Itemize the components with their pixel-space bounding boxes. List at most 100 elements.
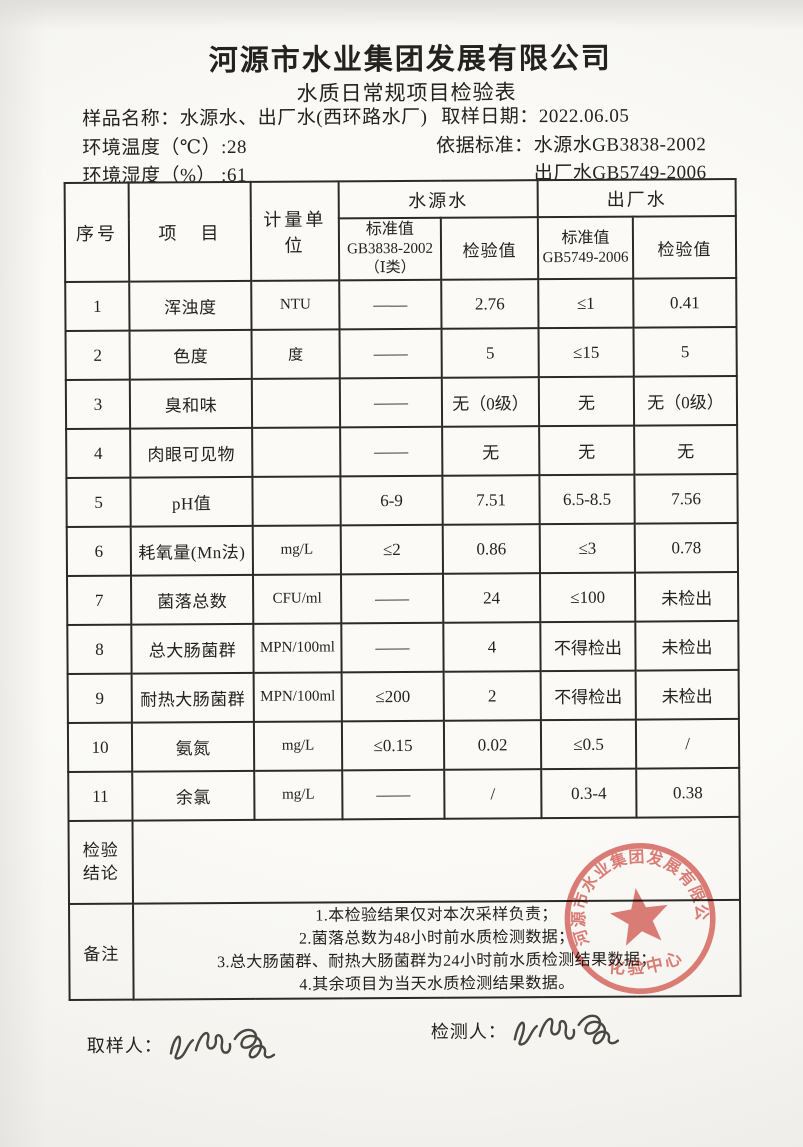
sampling-date-label: 取样日期： xyxy=(441,106,539,128)
cell-source-standard: —— xyxy=(341,622,444,673)
table-row: 5 pH值 6-9 7.51 6.5-8.5 7.56 xyxy=(66,473,738,528)
cell-factory-standard: 不得检出 xyxy=(540,621,636,672)
remarks-label: 备注 xyxy=(69,903,134,1001)
cell-source-value: 24 xyxy=(443,573,541,623)
header-factory-standard: 标准值 GB5749-2006 xyxy=(537,216,634,280)
cell-factory-standard: ≤3 xyxy=(539,523,635,574)
conclusion-label: 检验 结论 xyxy=(68,820,134,905)
sampler-signature xyxy=(169,1028,276,1060)
env-temp: 环境温度（℃）:28 xyxy=(82,136,248,159)
cell-row-number: 2 xyxy=(65,330,130,381)
factory-standard-code: GB5749-2006 xyxy=(542,249,629,266)
cell-unit: NTU xyxy=(251,280,340,330)
table-row: 9 耐热大肠菌群 MPN/100ml ≤200 2 不得检出 未检出 xyxy=(67,669,739,724)
company-seal: 河源市水业集团发展有限公司 化验中心 xyxy=(541,820,716,995)
cell-factory-value: / xyxy=(635,718,740,769)
conclusion-label-line2: 结论 xyxy=(82,863,119,883)
cell-item-name: 臭和味 xyxy=(129,378,253,429)
cell-factory-value: 无 xyxy=(634,424,738,475)
cell-source-value: 4 xyxy=(443,622,541,672)
factory-standard-label: 标准值 xyxy=(561,229,610,247)
table-row: 4 肉眼可见物 —— 无 无 无 xyxy=(66,424,738,479)
cell-factory-standard: 0.3-4 xyxy=(541,768,637,819)
cell-factory-value: 无（0级） xyxy=(633,375,738,426)
cell-factory-standard: ≤100 xyxy=(540,572,636,623)
table-row: 2 色度 度 —— 5 ≤15 5 xyxy=(65,326,737,381)
header-no: 序号 xyxy=(64,182,130,283)
results-body: 1 浑浊度 NTU —— 2.76 ≤1 0.41 2 色度 度 —— 5 ≤1… xyxy=(65,277,740,822)
cell-row-number: 9 xyxy=(67,673,132,724)
header-item: 项 目 xyxy=(128,181,252,282)
cell-row-number: 11 xyxy=(68,771,133,822)
sampler-signature-block: 取样人： xyxy=(87,1028,283,1078)
table-row: 10 氨氮 mg/L ≤0.15 0.02 ≤0.5 / xyxy=(67,718,740,773)
cell-factory-value: 未检出 xyxy=(635,620,739,671)
cell-source-standard: —— xyxy=(339,377,443,428)
cell-item-name: 耐热大肠菌群 xyxy=(131,672,254,723)
cell-row-number: 3 xyxy=(65,379,131,430)
source-standard-code: GB3838-2002 xyxy=(347,241,433,258)
source-standard-class: （Ⅰ类） xyxy=(364,259,416,277)
table-row: 8 总大肠菌群 MPN/100ml —— 4 不得检出 未检出 xyxy=(67,620,739,675)
cell-source-standard: —— xyxy=(339,328,442,379)
cell-factory-value: 0.38 xyxy=(636,767,740,818)
table-row: 1 浑浊度 NTU —— 2.76 ≤1 0.41 xyxy=(65,277,737,332)
inspector-signature-block: 检测人： xyxy=(431,1014,627,1064)
cell-factory-standard: ≤15 xyxy=(538,327,634,378)
cell-source-value: 7.51 xyxy=(442,475,540,525)
cell-item-name: 氨氮 xyxy=(131,721,255,772)
cell-factory-standard: 不得检出 xyxy=(540,670,636,721)
cell-source-value: 2 xyxy=(443,671,541,721)
header-unit: 计量单位 xyxy=(250,181,340,281)
sample-info-line: 样品名称：水源水、出厂水(西环路水厂) 取样日期：2022.06.05 xyxy=(82,101,629,131)
cell-unit: mg/L xyxy=(254,770,343,820)
cell-factory-value: 7.56 xyxy=(634,473,738,524)
cell-unit: MPN/100ml xyxy=(253,672,342,722)
cell-item-name: 色度 xyxy=(129,329,252,380)
standard-source: 依据标准：水源水GB3838-2002 xyxy=(436,129,706,158)
table-row: 6 耗氧量(Mn法) mg/L ≤2 0.86 ≤3 0.78 xyxy=(66,522,738,577)
cell-row-number: 10 xyxy=(67,722,133,773)
cell-item-name: 总大肠菌群 xyxy=(131,623,254,674)
conclusion-label-line1: 检验 xyxy=(82,840,119,860)
seal-star xyxy=(609,888,668,946)
table-row: 3 臭和味 —— 无（0级） 无 无（0级） xyxy=(65,375,738,430)
cell-unit: mg/L xyxy=(253,721,343,771)
header-factory-value: 检验值 xyxy=(632,215,737,279)
cell-row-number: 4 xyxy=(66,428,131,479)
standard-label: 依据标准： xyxy=(436,135,534,157)
cell-row-number: 1 xyxy=(65,281,130,332)
header-source-value: 检验值 xyxy=(440,217,539,280)
cell-row-number: 5 xyxy=(66,477,131,528)
cell-source-standard: —— xyxy=(339,279,442,330)
cell-source-value: 0.02 xyxy=(443,720,542,770)
inspector-signature xyxy=(513,1014,620,1046)
cell-item-name: pH值 xyxy=(130,476,253,527)
sample-name-value: 水源水、出厂水(西环路水厂) xyxy=(179,106,428,130)
cell-factory-value: 5 xyxy=(633,326,737,377)
cell-row-number: 8 xyxy=(67,624,132,675)
cell-row-number: 6 xyxy=(66,526,132,577)
cell-factory-value: 未检出 xyxy=(634,571,739,622)
cell-source-value: / xyxy=(444,769,542,819)
cell-unit xyxy=(252,427,341,477)
cell-unit: MPN/100ml xyxy=(253,623,342,673)
cell-source-value: 0.86 xyxy=(442,524,541,574)
cell-item-name: 肉眼可见物 xyxy=(130,427,253,478)
seal-center-text: 化验中心 xyxy=(605,945,688,982)
cell-factory-standard: 6.5-8.5 xyxy=(539,474,635,525)
cell-source-value: 5 xyxy=(441,328,539,378)
cell-source-standard: —— xyxy=(341,573,444,624)
sampling-date-value: 2022.06.05 xyxy=(538,105,630,128)
cell-factory-standard: 无 xyxy=(538,376,635,427)
cell-unit xyxy=(252,476,341,526)
cell-factory-value: 0.41 xyxy=(633,277,737,328)
seal-ring xyxy=(564,843,716,995)
cell-factory-value: 未检出 xyxy=(635,669,739,720)
cell-source-standard: 6-9 xyxy=(340,475,443,526)
company-name: 河源市水业集团发展有限公司 xyxy=(208,42,612,78)
source-standard-label: 标准值 xyxy=(365,221,414,239)
header-factory-water-group: 出厂水 xyxy=(537,178,736,218)
